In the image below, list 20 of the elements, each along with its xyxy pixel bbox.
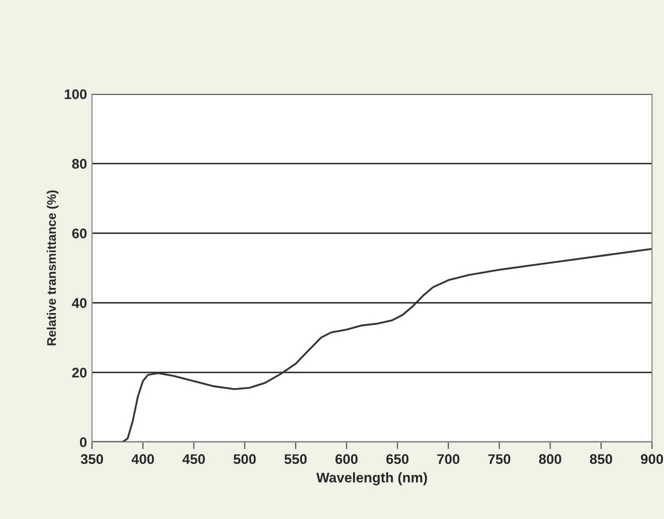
y-tick-label: 60 (72, 228, 87, 238)
y-tick-label: 100 (64, 89, 87, 100)
x-tick-label: 700 (437, 454, 460, 464)
y-axis-title: Relative transmittance (%) (46, 190, 58, 346)
x-tick-label: 900 (640, 454, 664, 464)
y-tick-label: 80 (72, 158, 87, 169)
x-tick-label: 550 (284, 454, 307, 464)
x-tick-label: 500 (234, 454, 256, 464)
x-tick-label: 350 (80, 454, 104, 464)
x-axis-title: Wavelength (nm) (316, 472, 427, 486)
y-tick-label: 0 (80, 437, 87, 448)
y-tick-label: 20 (72, 368, 87, 378)
x-tick-label: 400 (132, 454, 154, 464)
x-tick-label: 850 (590, 454, 612, 464)
x-tick-label: 450 (182, 454, 205, 464)
x-tick-label: 650 (386, 454, 408, 464)
x-tick-label: 800 (539, 454, 562, 464)
x-tick-label: 750 (488, 454, 510, 464)
y-tick-label: 40 (72, 298, 87, 308)
x-tick-label: 600 (335, 454, 358, 464)
